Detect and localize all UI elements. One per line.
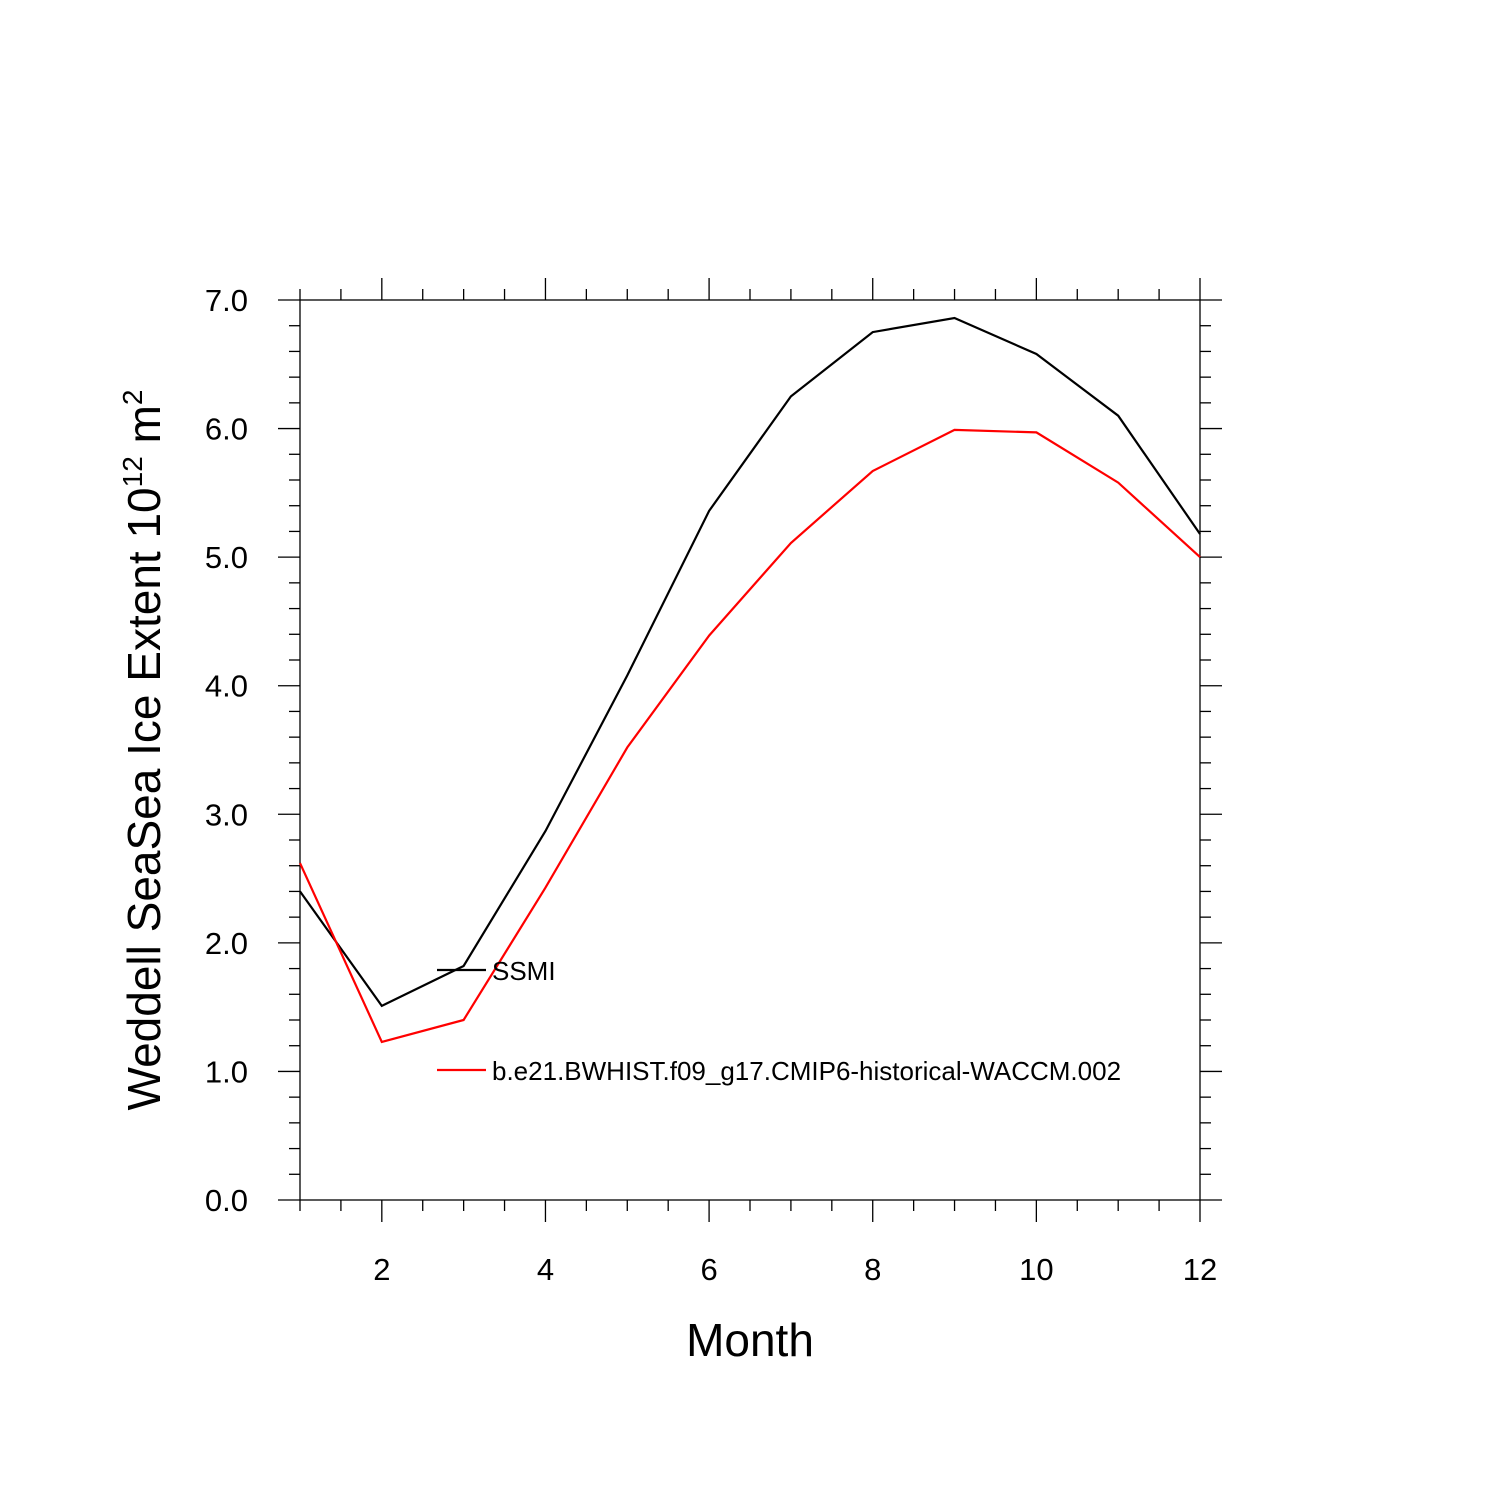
minor-ticks (289, 289, 1211, 1211)
legend-label: SSMI (492, 956, 556, 986)
y-axis-title-text: Weddell SeaSea Ice Extent 10 (118, 487, 170, 1110)
y-tick-label: 0.0 (205, 1183, 248, 1218)
x-tick-label: 8 (864, 1252, 881, 1287)
y-axis-title-unit: m (118, 405, 170, 443)
y-tick-label: 6.0 (205, 412, 248, 447)
y-tick-labels: 0.0 1.0 2.0 3.0 4.0 5.0 6.0 7.0 (205, 283, 248, 1218)
y-axis-title-unit-superscript: 2 (117, 390, 148, 406)
y-tick-label: 2.0 (205, 926, 248, 961)
y-tick-label: 5.0 (205, 540, 248, 575)
x-tick-label: 2 (373, 1252, 390, 1287)
y-tick-label: 7.0 (205, 283, 248, 318)
major-ticks (278, 278, 1222, 1222)
series-lines (298, 316, 1201, 1044)
x-tick-label: 12 (1183, 1252, 1217, 1287)
series-line-model (298, 428, 1201, 1044)
x-axis-title: Month (686, 1314, 814, 1366)
x-tick-label: 6 (700, 1252, 717, 1287)
y-tick-label: 4.0 (205, 669, 248, 704)
x-tick-label: 4 (537, 1252, 554, 1287)
y-axis-title-superscript: 12 (117, 456, 148, 487)
y-axis-title-spacer (118, 443, 170, 456)
y-axis-title: Weddell SeaSea Ice Extent 1012 m2 (117, 390, 170, 1111)
y-tick-label: 3.0 (205, 797, 248, 832)
legend: SSMI b.e21.BWHIST.f09_g17.CMIP6-historica… (437, 956, 1121, 1086)
plot-frame (299, 299, 1201, 1201)
legend-label: b.e21.BWHIST.f09_g17.CMIP6-historical-WA… (492, 1056, 1121, 1086)
x-tick-labels: 2 4 6 8 10 12 (373, 1252, 1217, 1287)
y-tick-label: 1.0 (205, 1054, 248, 1089)
series-line-ssmi (299, 316, 1201, 1008)
x-tick-label: 10 (1019, 1252, 1053, 1287)
